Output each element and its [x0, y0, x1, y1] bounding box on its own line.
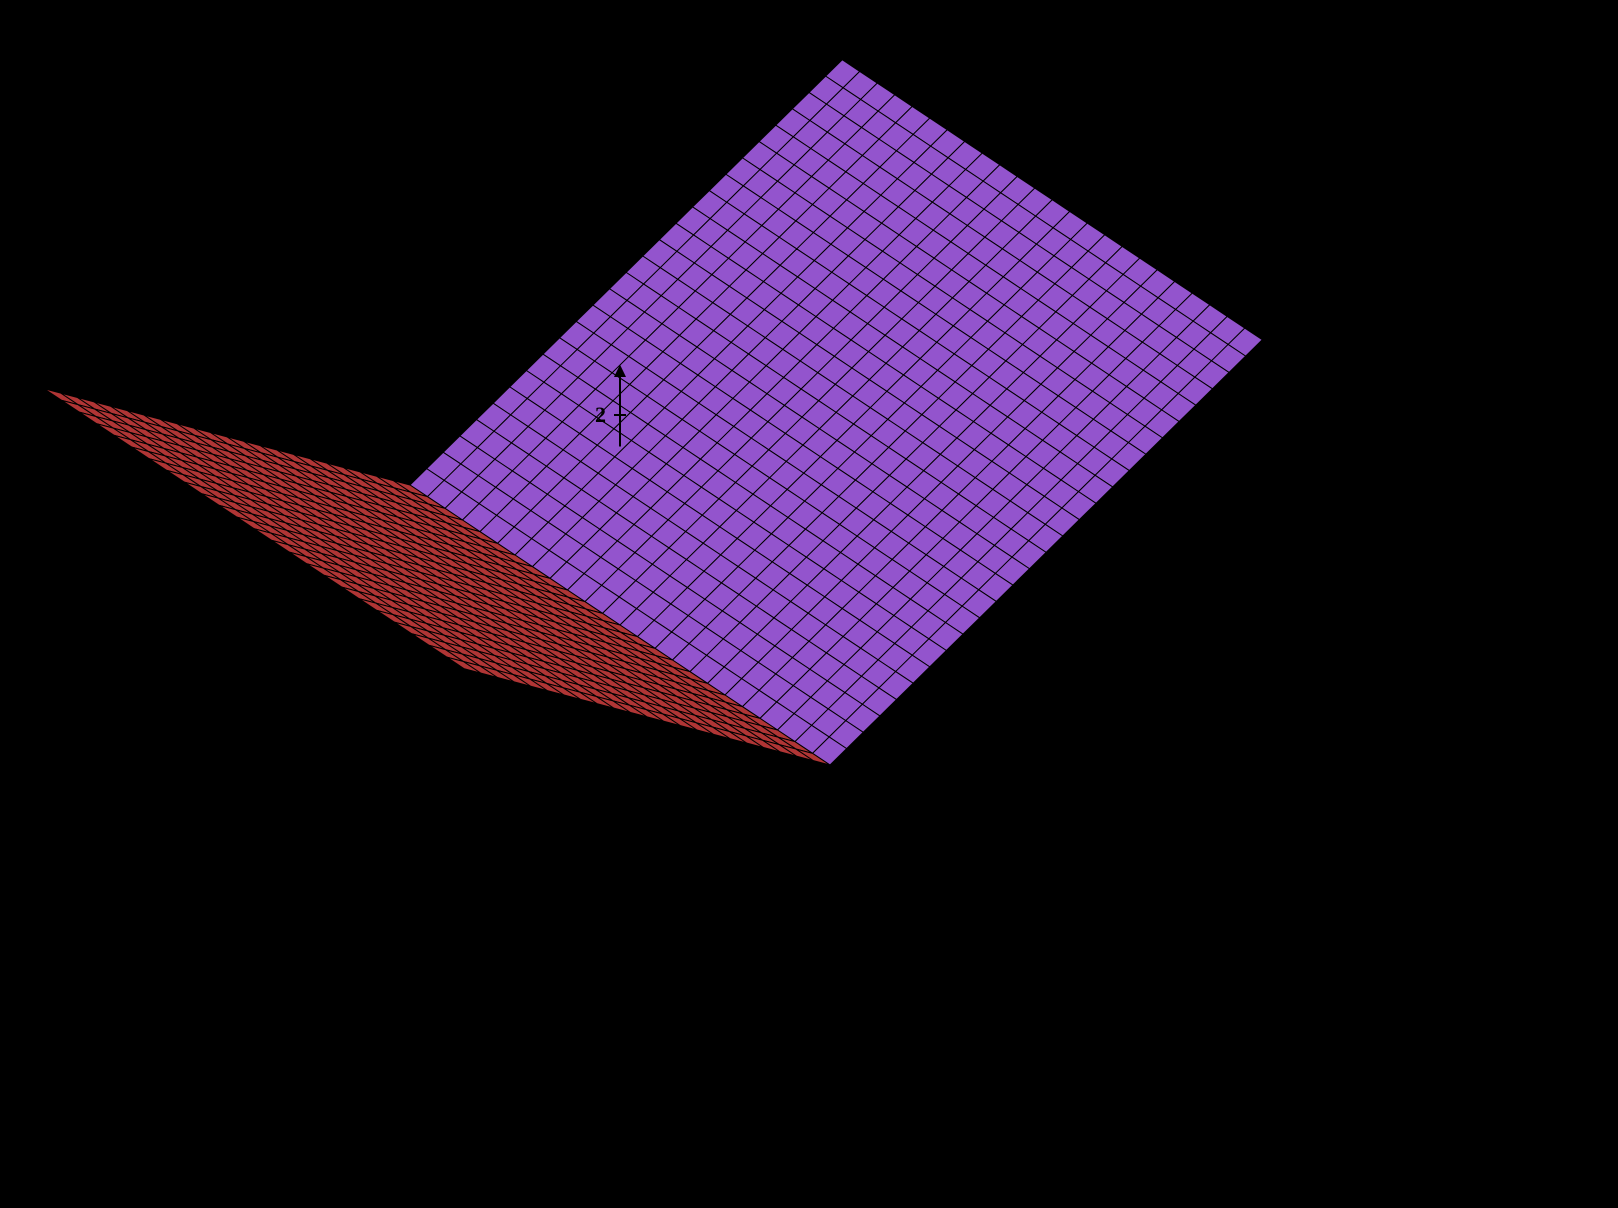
- plot-container: -1122: [0, 0, 1618, 1208]
- surface-plot: -1122: [0, 0, 1618, 1208]
- z-axis-tick-label: 2: [595, 402, 606, 427]
